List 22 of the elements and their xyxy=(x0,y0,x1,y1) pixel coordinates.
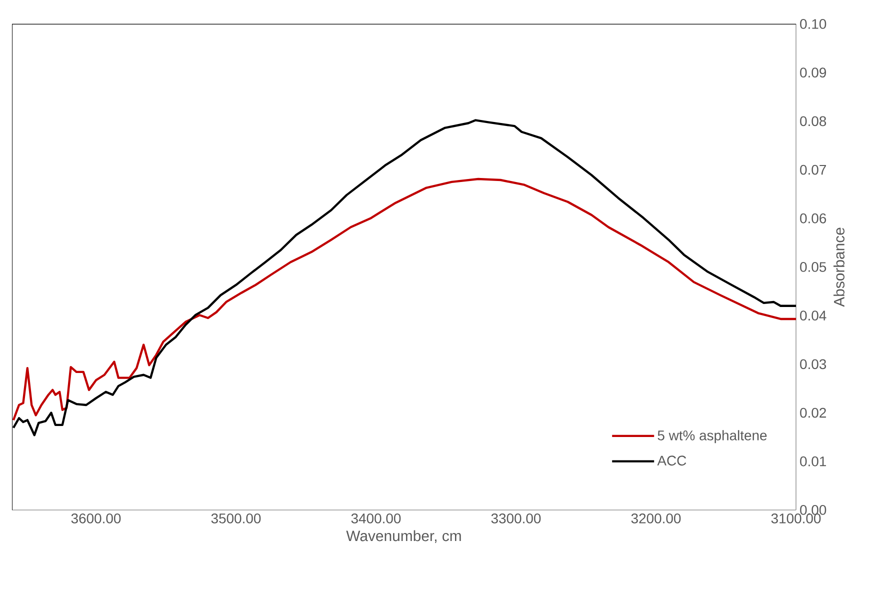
y-tick-label: 0.07 xyxy=(800,164,826,175)
y-tick-label: 0.06 xyxy=(800,213,826,224)
y-tick-label: 0.03 xyxy=(800,359,826,370)
x-tick-label: 3300.00 xyxy=(491,513,541,524)
y-tick-label: 0.04 xyxy=(800,310,826,321)
x-tick-label: 3500.00 xyxy=(211,513,261,524)
x-tick-label: 3200.00 xyxy=(631,513,681,524)
legend-label: ACC xyxy=(657,456,686,466)
y-tick-label: 0.10 xyxy=(800,19,826,29)
line-series xyxy=(12,178,796,422)
x-tick-label: 3100.00 xyxy=(771,513,821,524)
legend-label: 5 wt% asphaltene xyxy=(658,430,767,444)
y-tick-label: 0.05 xyxy=(800,262,826,272)
x-axis-title: Wavenumber, cm xyxy=(346,530,461,543)
y-tick-label: 0.01 xyxy=(800,456,826,466)
y-tick-label: 0.08 xyxy=(800,116,826,126)
y-tick-label: 0.09 xyxy=(800,68,826,78)
x-tick-label: 3400.00 xyxy=(351,513,401,524)
y-tick-label: 0.00 xyxy=(800,505,826,515)
y-tick-label: 0.02 xyxy=(800,408,826,418)
x-tick-label: 3600.00 xyxy=(71,513,121,524)
y-axis-title: Absorbance xyxy=(834,228,844,307)
